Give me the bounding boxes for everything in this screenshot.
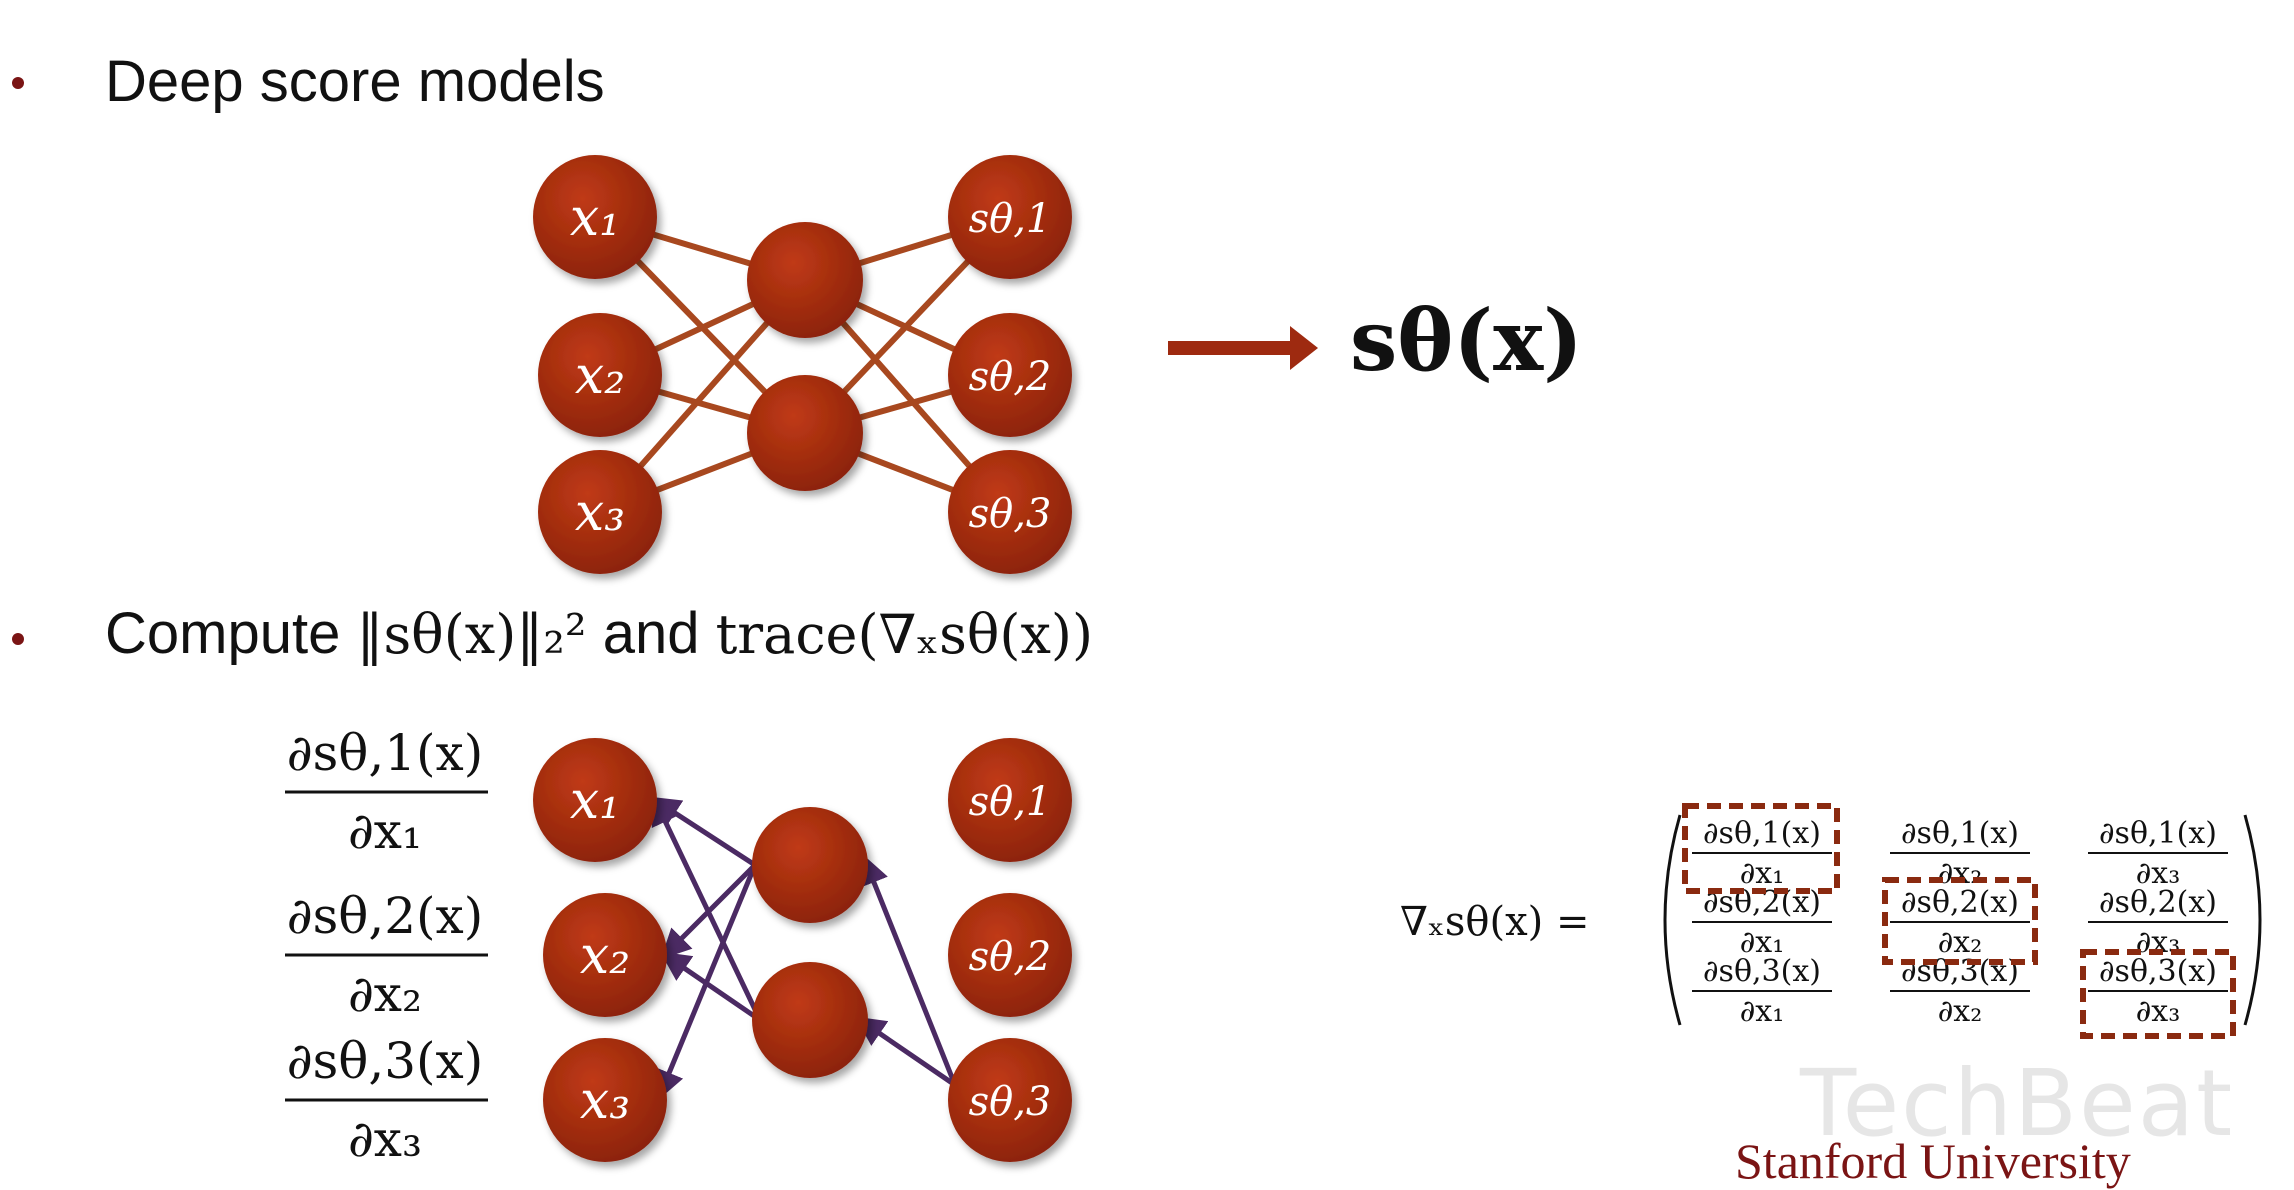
input-label-x3: x₃ — [575, 483, 625, 543]
cell-num: ∂sθ,3(x) — [2099, 954, 2217, 989]
edge — [859, 854, 958, 1086]
heading-compute: Compute ‖sθ(x)‖₂² and trace(∇ₓsθ(x)) — [105, 600, 1093, 667]
derivative-num-2: ∂sθ,2(x) — [287, 887, 484, 945]
compute-label: Compute — [105, 601, 341, 666]
matrix-left-paren — [1663, 814, 1682, 1026]
diagonal-box-1 — [1682, 803, 1840, 894]
derivative-num-1: ∂sθ,1(x) — [287, 724, 484, 782]
output-label-s1: sθ,1 — [969, 196, 1052, 242]
trace-expression: trace(∇ₓsθ(x)) — [715, 603, 1094, 666]
input-node-x1 — [533, 155, 657, 279]
cell-den: ∂x₃ — [2136, 856, 2180, 891]
output-node-s2 — [948, 893, 1072, 1017]
stanford-university-logo: Stanford University — [1735, 1133, 2131, 1189]
input-node-x1 — [533, 738, 657, 862]
derivative-den-3: ∂x₃ — [348, 1110, 422, 1168]
cell-den: ∂x₂ — [1938, 856, 1982, 891]
input-node-x2 — [538, 313, 662, 437]
derivative-den-1: ∂x₁ — [348, 802, 422, 860]
input-node-x2 — [543, 893, 667, 1017]
derivative-fractions: ∂sθ,1(x) ∂x₁ ∂sθ,2(x) ∂x₂ ∂sθ,3(x) ∂x₃ — [285, 724, 488, 1168]
hidden-node-1 — [747, 222, 863, 338]
cell-den: ∂x₂ — [1938, 925, 1982, 960]
cell-num: ∂sθ,1(x) — [2099, 816, 2217, 851]
result-label: sθ(x) — [1350, 291, 1583, 390]
edge — [660, 951, 762, 1023]
input-label-x2: x₂ — [580, 926, 630, 986]
heading-deep-score-models: Deep score models — [105, 49, 605, 114]
input-label-x1: x₁ — [570, 188, 620, 248]
diagonal-highlight-boxes — [1682, 803, 2236, 1039]
cell-num: ∂sθ,3(x) — [1703, 954, 1821, 989]
diagonal-box-3 — [2080, 949, 2236, 1039]
cell-num: ∂sθ,1(x) — [1703, 816, 1821, 851]
hidden-node-2 — [747, 375, 863, 491]
cell-num: ∂sθ,1(x) — [1901, 816, 2019, 851]
hidden-node-2 — [752, 962, 868, 1078]
input-label-x3: x₃ — [580, 1071, 630, 1131]
bottom-network-nodes — [533, 738, 1072, 1162]
jacobian-matrix: ∂sθ,1(x) ∂x₁ ∂sθ,1(x) ∂x₂ ∂sθ,1(x) ∂x₃ ∂… — [1692, 816, 2228, 1029]
output-label-s1: sθ,1 — [969, 779, 1052, 825]
and-label: and — [602, 601, 700, 666]
bottom-network-edges — [649, 794, 958, 1101]
edge — [655, 864, 758, 1101]
techbeat-watermark: TechBeat — [1800, 1050, 2235, 1157]
bullet-1 — [12, 77, 24, 89]
output-node-s1 — [948, 738, 1072, 862]
input-node-x3 — [543, 1038, 667, 1162]
output-label-s2: sθ,2 — [969, 934, 1052, 980]
cell-num: ∂sθ,2(x) — [2099, 885, 2217, 920]
top-network-nodes — [533, 155, 1072, 574]
bullet-2 — [12, 633, 24, 645]
edge — [855, 1016, 957, 1088]
output-label-s3: sθ,3 — [969, 1079, 1052, 1125]
norm-expression: ‖sθ(x)‖₂² — [356, 603, 587, 666]
cell-num: ∂sθ,2(x) — [1901, 885, 2019, 920]
output-node-s1 — [948, 155, 1072, 279]
jacobian-lhs: ∇ₓsθ(x) = — [1400, 899, 1590, 945]
input-label-x2: x₂ — [575, 346, 625, 406]
derivative-den-2: ∂x₂ — [348, 965, 422, 1023]
output-node-s3 — [948, 1038, 1072, 1162]
input-label-x1: x₁ — [570, 771, 620, 831]
edge — [651, 794, 763, 1022]
cell-den: ∂x₁ — [1740, 925, 1784, 960]
output-node-s3 — [948, 450, 1072, 574]
output-label-s2: sθ,2 — [969, 354, 1052, 400]
output-node-s2 — [948, 313, 1072, 437]
cell-den: ∂x₃ — [2136, 994, 2180, 1029]
matrix-right-paren — [2243, 814, 2262, 1026]
output-label-s3: sθ,3 — [969, 491, 1052, 537]
cell-den: ∂x₂ — [1938, 994, 1982, 1029]
diagonal-box-2 — [1882, 877, 2038, 965]
derivative-num-3: ∂sθ,3(x) — [287, 1032, 484, 1090]
hidden-node-1 — [752, 807, 868, 923]
result-arrow — [1168, 326, 1318, 370]
cell-den: ∂x₁ — [1740, 994, 1784, 1029]
input-node-x3 — [538, 450, 662, 574]
cell-den: ∂x₁ — [1740, 856, 1784, 891]
